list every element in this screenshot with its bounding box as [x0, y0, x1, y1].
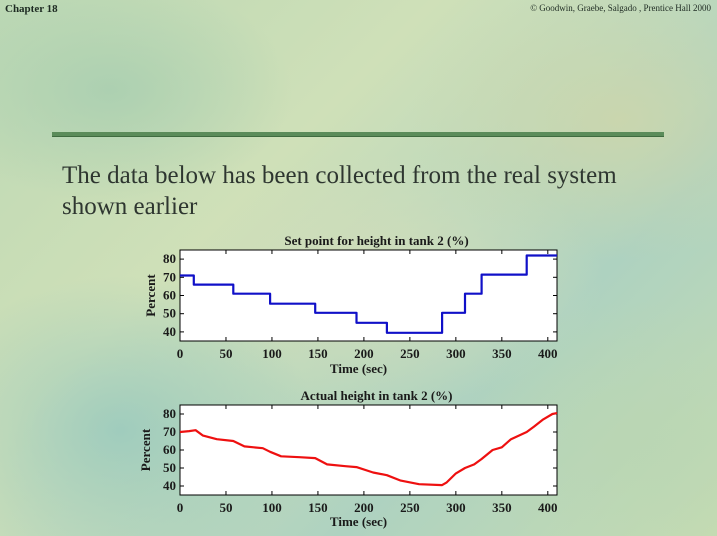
x-tick-label: 200: [354, 500, 374, 515]
x-tick-label: 200: [354, 346, 374, 361]
chart-1: Set point for height in tank 2 (%) 0 50 100…: [143, 233, 558, 376]
y-tick-label: 70: [163, 424, 176, 439]
x-tick-label: 350: [492, 346, 512, 361]
y-tick-label: 80: [163, 251, 176, 266]
x-tick-label: 50: [219, 346, 232, 361]
x-axis-label: Time (sec): [330, 361, 387, 376]
series-line: [179, 412, 558, 487]
series-line: [180, 254, 557, 334]
x-axis-label: Time (sec): [330, 514, 387, 529]
plot-area: [179, 404, 558, 496]
x-tick-label: 150: [308, 346, 328, 361]
y-tick-label: 80: [163, 406, 176, 421]
y-tick-label: 60: [163, 442, 176, 457]
y-tick-label: 40: [163, 478, 176, 493]
y-tick-label: 50: [163, 306, 176, 321]
chapter-label: Chapter 18: [5, 3, 58, 15]
y-axis-label: Percent: [138, 428, 153, 471]
y-tick-label: 50: [163, 460, 176, 475]
x-tick-label: 400: [538, 500, 558, 515]
x-tick-label: 400: [538, 346, 558, 361]
copyright-notice: © Goodwin, Graebe, Salgado , Prentice Ha…: [530, 3, 711, 13]
y-axis-label: Percent: [143, 274, 158, 317]
y-tick-label: 60: [163, 288, 176, 303]
x-tick-label: 250: [400, 500, 420, 515]
x-tick-label: 0: [177, 346, 184, 361]
x-tick-label: 150: [308, 500, 328, 515]
y-tick-label: 70: [163, 269, 176, 284]
plot-area: [179, 249, 558, 342]
x-tick-label: 100: [262, 346, 282, 361]
x-tick-label: 300: [446, 346, 466, 361]
slide-heading: The data below has been collected from t…: [62, 162, 617, 220]
y-tick-label: 40: [163, 324, 176, 339]
x-tick-label: 0: [177, 500, 184, 515]
x-tick-label: 350: [492, 500, 512, 515]
chart-title: Set point for height in tank 2 (%): [284, 233, 468, 248]
chart-2: Actual height in tank 2 (%) 0 50 100 150 200 2…: [138, 388, 558, 529]
chart-title: Actual height in tank 2 (%): [300, 388, 452, 403]
title-divider: [52, 132, 664, 136]
x-tick-label: 300: [446, 500, 466, 515]
x-tick-label: 100: [262, 500, 282, 515]
x-tick-label: 250: [400, 346, 420, 361]
x-tick-label: 50: [219, 500, 232, 515]
